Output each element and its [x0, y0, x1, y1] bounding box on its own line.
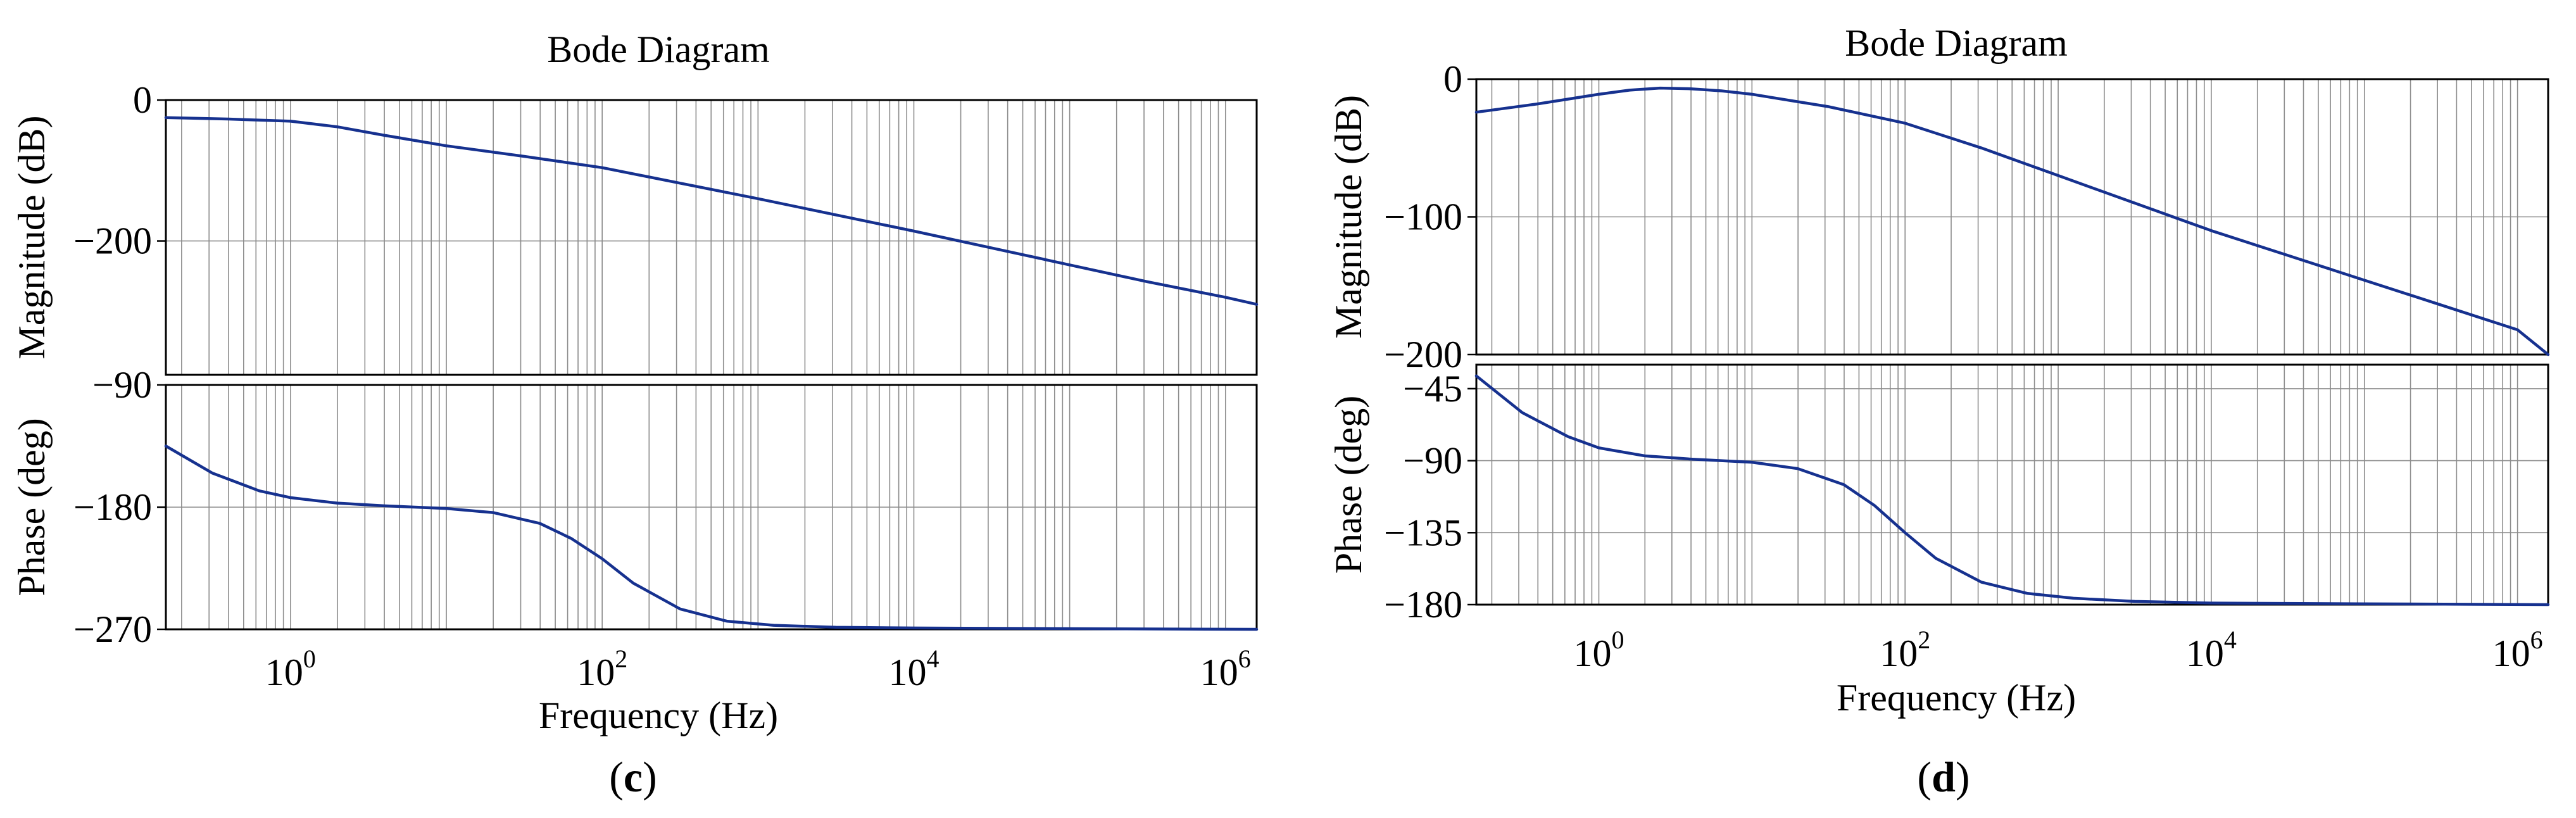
phase-ylabel: Phase (deg): [1328, 396, 1369, 574]
y-tick-label: −45: [1403, 368, 1462, 410]
x-tick-exponent: 6: [1238, 645, 1251, 673]
bode-panel-c: Bode Diagram 0 −200 Magnitude (dB) −90 −180 −2…: [11, 28, 1259, 801]
bode-panel-d: Bode Diagram 0 −100 −200 Magnitude (dB) −45 −9…: [1328, 22, 2550, 801]
phase-axes: −45 −90 −135 −180 Phase (deg): [1328, 363, 2550, 626]
phase-frame: [1475, 363, 2549, 606]
x-tick-label: 106: [2492, 626, 2543, 674]
y-tick-label: 0: [133, 79, 152, 121]
phase-curve: [164, 444, 1259, 631]
x-tick-label: 100: [1573, 626, 1624, 674]
magnitude-ylabel: Magnitude (dB): [11, 116, 53, 360]
panel-caption: (d): [1917, 753, 1970, 801]
caption-open-paren: (: [1917, 753, 1932, 801]
y-tick-label: −180: [1384, 584, 1462, 626]
y-tick-label: −90: [1403, 440, 1462, 482]
phase-curve: [1474, 374, 2550, 607]
caption-close-paren: ): [1956, 753, 1970, 801]
magnitude-ylabel: Magnitude (dB): [1328, 95, 1369, 339]
x-tick-label: 100: [265, 645, 316, 693]
chart-title: Bode Diagram: [547, 28, 770, 70]
x-tick-base: 10: [577, 651, 615, 693]
magnitude-curve: [1474, 86, 2550, 356]
x-tick-exponent: 2: [615, 645, 627, 673]
x-tick-base: 10: [2492, 632, 2530, 674]
x-tick-label: 104: [888, 645, 939, 693]
y-tick-label: 0: [1443, 58, 1462, 100]
caption-letter: c: [624, 753, 643, 801]
x-tick-label: 106: [1200, 645, 1251, 693]
y-tick-label: −200: [1384, 334, 1462, 375]
x-tick-exponent: 0: [303, 645, 316, 673]
magnitude-vertical-grid: [181, 100, 1226, 375]
x-axis-label: Frequency (Hz): [539, 695, 778, 736]
x-tick-base: 10: [265, 651, 303, 693]
y-tick-label: −100: [1384, 196, 1462, 238]
x-tick-exponent: 0: [1611, 626, 1624, 654]
phase-horizontal-grid: [1476, 388, 2548, 534]
x-tick-base: 10: [888, 651, 926, 693]
magnitude-axes: 0 −100 −200 Magnitude (dB): [1328, 58, 2550, 375]
x-tick-exponent: 4: [2224, 626, 2237, 654]
magnitude-axes: 0 −200 Magnitude (dB): [11, 79, 1259, 376]
phase-ylabel: Phase (deg): [11, 418, 53, 596]
x-tick-exponent: 2: [1918, 626, 1930, 654]
phase-axes: −90 −180 −270 Phase (deg): [11, 364, 1259, 650]
caption-open-paren: (: [609, 753, 624, 801]
x-tick-base: 10: [1880, 632, 1918, 674]
x-tick-label: 104: [2186, 626, 2237, 674]
y-tick-label: −180: [73, 486, 152, 528]
y-tick-label: −200: [73, 220, 152, 262]
caption-letter: d: [1932, 753, 1956, 801]
panel-caption: (c): [609, 753, 657, 801]
x-tick-exponent: 4: [926, 645, 939, 673]
phase-vertical-grid: [1491, 365, 2518, 605]
y-tick-label: −90: [92, 364, 152, 406]
x-tick-base: 10: [1200, 651, 1238, 693]
chart-title: Bode Diagram: [1845, 22, 2068, 64]
caption-close-paren: ): [643, 753, 657, 801]
magnitude-frame: [165, 99, 1258, 376]
x-tick-exponent: 6: [2530, 626, 2543, 654]
x-tick-base: 10: [1573, 632, 1611, 674]
x-tick-label: 102: [1880, 626, 1930, 674]
y-tick-label: −270: [73, 608, 152, 650]
x-axis-label: Frequency (Hz): [1837, 677, 2076, 719]
x-tick-label: 102: [577, 645, 627, 693]
magnitude-curve: [164, 116, 1259, 306]
y-tick-label: −135: [1384, 512, 1462, 553]
x-tick-base: 10: [2186, 632, 2224, 674]
